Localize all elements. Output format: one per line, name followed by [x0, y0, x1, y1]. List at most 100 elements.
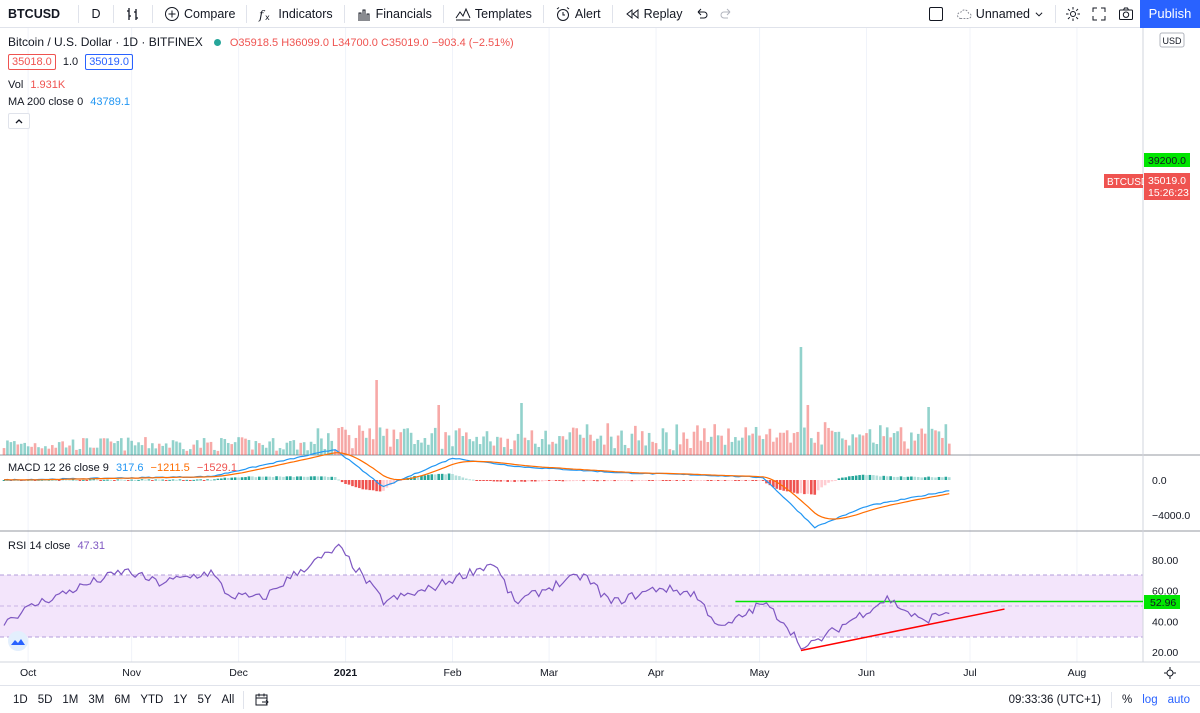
buy-button[interactable]: 35019.0: [85, 54, 133, 70]
publish-button[interactable]: Publish: [1140, 0, 1200, 28]
time-tick-label: Aug: [1068, 667, 1087, 679]
macd-histogram-bar: [458, 476, 461, 480]
macd-histogram-bar: [944, 476, 948, 480]
macd-axis[interactable]: 0.0 −4000.0: [1152, 475, 1190, 522]
volume-bar: [509, 449, 513, 455]
volume-bar: [910, 432, 913, 455]
range-6m[interactable]: 6M: [114, 693, 131, 706]
time-axis[interactable]: Oct Nov Dec 2021 Feb Mar Apr May Jun Jul Aug: [20, 667, 1086, 679]
range-5y[interactable]: 5Y: [197, 693, 212, 706]
symbol-search[interactable]: BTCUSD: [8, 6, 61, 21]
range-ytd[interactable]: YTD: [140, 693, 164, 706]
volume-bar: [189, 449, 192, 455]
alert-button[interactable]: Alert: [548, 0, 608, 28]
macd-histogram-bar: [68, 479, 71, 481]
macd-histogram-bar: [330, 476, 334, 480]
volume-bar: [889, 437, 892, 455]
volume-bar: [837, 431, 841, 455]
macd-value-2: −1211.5: [150, 462, 190, 474]
range-3m[interactable]: 3M: [88, 693, 105, 706]
macd-histogram-bar: [447, 473, 451, 480]
replay-button[interactable]: Replay: [617, 0, 690, 28]
financials-button[interactable]: Financials: [349, 0, 439, 28]
volume-bar: [233, 442, 237, 455]
ma-label[interactable]: MA 200 close 0: [8, 96, 84, 108]
volume-bar: [154, 448, 158, 455]
macd-histogram-bar: [816, 480, 820, 491]
fullscreen-button[interactable]: [1086, 0, 1112, 28]
compare-button[interactable]: Compare: [157, 0, 242, 28]
volume-bar: [354, 437, 358, 455]
volume-bar: [875, 444, 879, 455]
layout-menu[interactable]: Unnamed: [949, 0, 1051, 28]
rsi-label[interactable]: RSI 14 close: [8, 540, 71, 552]
macd-histogram-bar: [668, 480, 672, 481]
drawings[interactable]: [735, 28, 1143, 652]
macd-histogram-bar: [251, 476, 254, 480]
chart-canvas[interactable]: 0.0 −4000.0 80.00 60.00 40.00 20.00 Oct Nov De…: [0, 28, 1200, 685]
macd-histogram-bar: [875, 475, 879, 480]
macd-histogram-bar: [644, 480, 647, 481]
goto-date-button[interactable]: [248, 692, 276, 708]
symbol-price-label-box: [1104, 174, 1143, 188]
macd-histogram-bar: [658, 480, 661, 481]
collapse-legend-button[interactable]: [8, 113, 30, 129]
sell-button[interactable]: 35018.0: [8, 54, 56, 70]
range-all[interactable]: All: [221, 693, 235, 706]
volume-bar: [502, 447, 506, 455]
templates-button[interactable]: Templates: [448, 0, 539, 28]
redo-button[interactable]: [714, 0, 738, 28]
symbol-title[interactable]: Bitcoin / U.S. Dollar · 1D · BITFINEX: [8, 35, 203, 49]
interval-button[interactable]: D: [91, 6, 101, 21]
chart-settings-icon[interactable]: [1164, 667, 1176, 679]
range-5d[interactable]: 5D: [37, 693, 53, 706]
volume-bar: [68, 445, 71, 455]
volume-bar: [423, 438, 427, 455]
macd-histogram-bar: [896, 476, 899, 480]
macd-label[interactable]: MACD 12 26 close 9: [8, 462, 109, 474]
volume-bar: [537, 446, 541, 455]
macd-histogram-bar: [337, 479, 340, 481]
auto-toggle[interactable]: auto: [1167, 693, 1190, 706]
volume-bar: [375, 380, 378, 455]
volume-bar: [506, 438, 509, 455]
range-1m[interactable]: 1M: [62, 693, 79, 706]
rsi-tick-label: 80.00: [1152, 555, 1178, 567]
volume-bar: [123, 450, 127, 455]
ma-value: 43789.1: [90, 96, 131, 108]
usd-badge[interactable]: USD: [1162, 36, 1182, 46]
macd-histogram-bar: [861, 474, 865, 480]
percent-toggle[interactable]: %: [1122, 693, 1133, 706]
macd-histogram-bar: [437, 473, 440, 480]
macd-histogram-bar: [240, 477, 244, 480]
go-to-realtime-button[interactable]: [8, 631, 28, 651]
volume-bar: [558, 436, 561, 455]
volume-bar: [916, 433, 920, 455]
volume-bars: [2, 347, 951, 455]
macd-histogram-bar: [892, 476, 896, 480]
undo-button[interactable]: [690, 0, 714, 28]
divider: [243, 690, 245, 709]
volume-bar: [378, 427, 382, 455]
macd-histogram-bar: [233, 477, 237, 480]
time-tick-label: Nov: [122, 667, 141, 679]
drawing-toggle[interactable]: [923, 0, 949, 28]
snapshot-button[interactable]: [1112, 0, 1140, 28]
range-1y[interactable]: 1Y: [173, 693, 188, 706]
volume-label[interactable]: Vol: [8, 79, 24, 91]
settings-button[interactable]: [1060, 0, 1086, 28]
volume-bar: [672, 450, 675, 455]
log-toggle[interactable]: log: [1142, 693, 1158, 706]
range-1d[interactable]: 1D: [13, 693, 28, 706]
rsi-axis[interactable]: 80.00 60.00 40.00 20.00: [1152, 555, 1178, 659]
clock[interactable]: 09:33:36 (UTC+1): [1008, 693, 1102, 706]
macd-histogram-bar: [672, 480, 675, 481]
volume-bar: [340, 426, 344, 455]
chart-style-button[interactable]: [118, 0, 148, 28]
macd-histogram-bar: [910, 476, 913, 480]
macd-histogram-bar: [716, 480, 720, 481]
financials-label: Financials: [375, 6, 432, 21]
macd-value-3: −1529.1: [196, 462, 237, 474]
macd-histogram-bar: [630, 480, 634, 482]
